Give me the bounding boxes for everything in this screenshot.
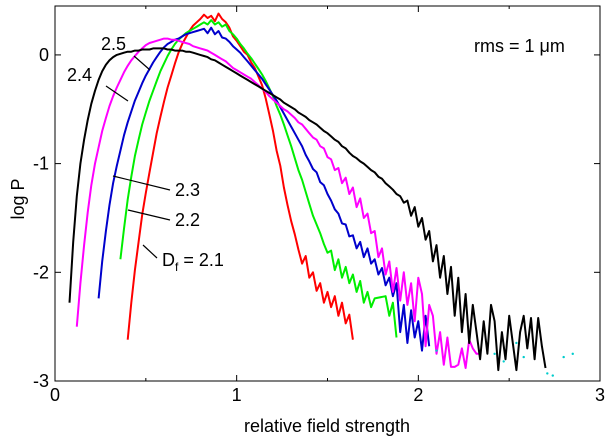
series-layer (68, 12, 547, 372)
series-line-2-3 (97, 26, 431, 352)
stray-point (515, 341, 518, 345)
axis-ticks (54, 6, 601, 382)
stray-point (435, 349, 438, 352)
leader-2-1 (142, 244, 158, 259)
series-line-2-4 (75, 37, 481, 369)
y-axis-label: log P (8, 178, 28, 219)
series-label-leaders (105, 55, 171, 259)
leader-2-4 (105, 85, 129, 102)
stray-point (551, 374, 554, 377)
leader-2-2 (127, 209, 171, 221)
y-tick-label: -1 (33, 154, 49, 174)
series-label-2-3: 2.3 (175, 180, 200, 200)
y-tick-label: -3 (33, 371, 49, 391)
series-label-2-5: 2.5 (101, 34, 126, 54)
stray-points (435, 341, 574, 377)
stray-point (493, 352, 496, 356)
stray-point (522, 355, 525, 359)
rms-annotation: rms = 1 μm (474, 36, 565, 56)
x-tick-label: 3 (595, 385, 605, 405)
x-tick-label: 1 (232, 385, 242, 405)
axis-tick-labels: 0 1 2 3 0 -1 -2 -3 (33, 45, 605, 405)
x-axis-label: relative field strength (244, 416, 410, 436)
stray-point (502, 360, 505, 363)
series-label-2-4: 2.4 (67, 65, 92, 85)
stray-point (546, 372, 549, 375)
stray-point (571, 352, 574, 356)
y-tick-label: -2 (33, 262, 49, 282)
y-tick-label: 0 (39, 45, 49, 65)
series-label-2-2: 2.2 (175, 210, 200, 230)
series-line-2-5 (68, 47, 547, 372)
leader-2-5 (133, 55, 151, 71)
series-line-2-2 (119, 19, 398, 338)
stray-point (562, 355, 565, 359)
leader-2-3 (112, 175, 171, 191)
series-line-df-2-1 (126, 12, 354, 340)
x-tick-label: 2 (413, 385, 423, 405)
x-tick-label: 0 (50, 385, 60, 405)
